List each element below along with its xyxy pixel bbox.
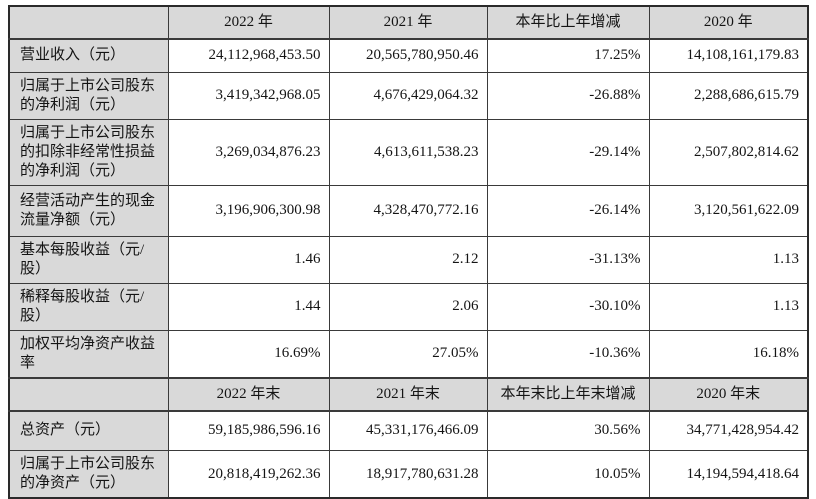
table-row-net-profit: 归属于上市公司股东的净利润（元） 3,419,342,968.05 4,676,… (8, 71, 809, 120)
cell-2020: 2,507,802,814.62 (648, 118, 809, 186)
cell-2022: 20,818,419,262.36 (167, 450, 330, 499)
cell-2021: 2.06 (328, 282, 488, 331)
table-row-net-profit-deducted: 归属于上市公司股东的扣除非经常性损益的净利润（元） 3,269,034,876.… (8, 118, 809, 186)
header-2022-end: 2022 年末 (167, 376, 330, 412)
cell-2020: 3,120,561,622.09 (648, 184, 809, 237)
table-row-operating-cash-flow: 经营活动产生的现金流量净额（元） 3,196,906,300.98 4,328,… (8, 184, 809, 237)
cell-2021: 4,676,429,064.32 (328, 71, 488, 120)
cell-change: -26.14% (486, 184, 650, 237)
table-row-total-assets: 总资产（元） 59,185,986,596.16 45,331,176,466.… (8, 410, 809, 451)
cell-2022: 1.44 (167, 282, 330, 331)
row-label: 经营活动产生的现金流量净额（元） (8, 184, 169, 237)
table-row-diluted-eps: 稀释每股收益（元/股） 1.44 2.06 -30.10% 1.13 (8, 282, 809, 331)
cell-change: 10.05% (486, 450, 650, 499)
header-blank (8, 376, 169, 412)
financial-summary: 2022 年 2021 年 本年比上年增减 2020 年 营业收入（元） 24,… (8, 5, 809, 499)
cell-2022: 3,196,906,300.98 (167, 184, 330, 237)
cell-2022: 3,269,034,876.23 (167, 118, 330, 186)
cell-change: 30.56% (486, 410, 650, 451)
cell-change: -26.88% (486, 71, 650, 120)
row-label: 归属于上市公司股东的净资产（元） (8, 450, 169, 499)
header-2021-end: 2021 年末 (328, 376, 488, 412)
cell-change: -30.10% (486, 282, 650, 331)
cell-2020: 14,194,594,418.64 (648, 450, 809, 499)
cell-2022: 1.46 (167, 235, 330, 284)
table-row-net-assets: 归属于上市公司股东的净资产（元） 20,818,419,262.36 18,91… (8, 450, 809, 499)
cell-change: 17.25% (486, 38, 650, 73)
cell-2021: 2.12 (328, 235, 488, 284)
cell-2022: 24,112,968,453.50 (167, 38, 330, 73)
row-label: 归属于上市公司股东的净利润（元） (8, 71, 169, 120)
cell-2021: 4,328,470,772.16 (328, 184, 488, 237)
cell-2020: 34,771,428,954.42 (648, 410, 809, 451)
cell-2022: 59,185,986,596.16 (167, 410, 330, 451)
header-2021: 2021 年 (328, 5, 488, 40)
cell-2022: 3,419,342,968.05 (167, 71, 330, 120)
header-2022: 2022 年 (167, 5, 330, 40)
cell-change: -10.36% (486, 329, 650, 378)
cell-2022: 16.69% (167, 329, 330, 378)
table-row-weighted-avg-roe: 加权平均净资产收益率 16.69% 27.05% -10.36% 16.18% (8, 329, 809, 378)
cell-2021: 45,331,176,466.09 (328, 410, 488, 451)
cell-change: -31.13% (486, 235, 650, 284)
annual-header-row: 2022 年 2021 年 本年比上年增减 2020 年 (8, 5, 809, 40)
year-end-header-row: 2022 年末 2021 年末 本年末比上年末增减 2020 年末 (8, 376, 809, 412)
cell-2020: 1.13 (648, 282, 809, 331)
table-row-basic-eps: 基本每股收益（元/股） 1.46 2.12 -31.13% 1.13 (8, 235, 809, 284)
header-2020: 2020 年 (648, 5, 809, 40)
header-year-end-change: 本年末比上年末增减 (486, 376, 650, 412)
cell-2020: 2,288,686,615.79 (648, 71, 809, 120)
header-2020-end: 2020 年末 (648, 376, 809, 412)
cell-2020: 14,108,161,179.83 (648, 38, 809, 73)
table-row-revenue: 营业收入（元） 24,112,968,453.50 20,565,780,950… (8, 38, 809, 73)
cell-2021: 20,565,780,950.46 (328, 38, 488, 73)
row-label: 基本每股收益（元/股） (8, 235, 169, 284)
header-yoy-change: 本年比上年增减 (486, 5, 650, 40)
financial-summary-table: 2022 年 2021 年 本年比上年增减 2020 年 营业收入（元） 24,… (8, 5, 809, 499)
header-blank (8, 5, 169, 40)
cell-2021: 18,917,780,631.28 (328, 450, 488, 499)
row-label: 加权平均净资产收益率 (8, 329, 169, 378)
row-label: 归属于上市公司股东的扣除非经常性损益的净利润（元） (8, 118, 169, 186)
cell-2020: 16.18% (648, 329, 809, 378)
row-label: 总资产（元） (8, 410, 169, 451)
row-label: 营业收入（元） (8, 38, 169, 73)
row-label: 稀释每股收益（元/股） (8, 282, 169, 331)
cell-2020: 1.13 (648, 235, 809, 284)
cell-2021: 27.05% (328, 329, 488, 378)
cell-2021: 4,613,611,538.23 (328, 118, 488, 186)
cell-change: -29.14% (486, 118, 650, 186)
